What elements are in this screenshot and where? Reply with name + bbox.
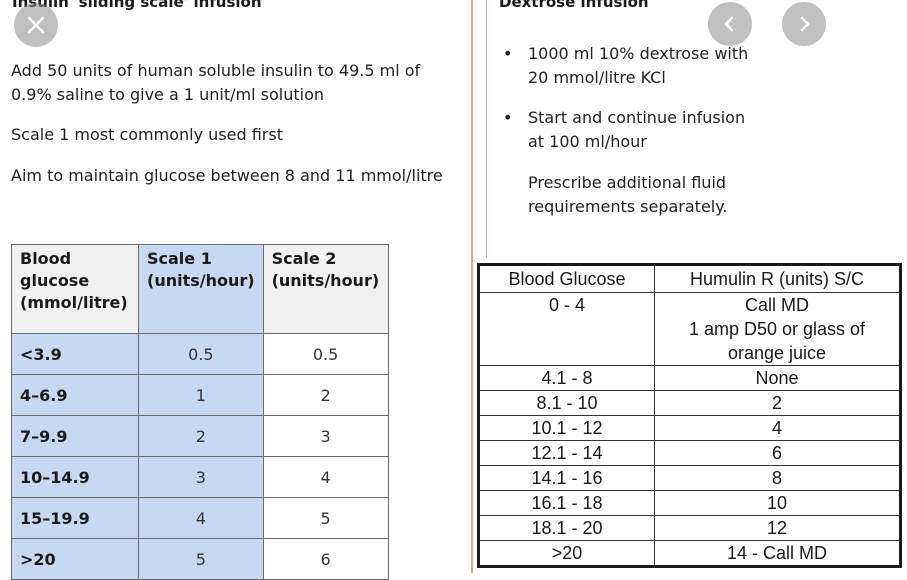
fluid-note-line-1: Prescribe additional fluid — [528, 173, 727, 192]
header-humulin: Humulin R (units) S/C — [654, 264, 901, 293]
table-row: <3.9 0.5 0.5 — [11, 333, 389, 375]
table-header-row: Blood glucose (mmol/litre) Scale 1 (unit… — [11, 244, 389, 334]
bullet-icon: • — [503, 108, 513, 127]
chevron-right-icon — [800, 16, 810, 32]
header-blood-glucose: Blood Glucose — [478, 264, 655, 293]
dextrose-bullet-line-1: 1000 ml 10% dextrose with — [528, 44, 749, 63]
table-row: 10–14.9 3 4 — [11, 456, 389, 498]
fluid-note-line-2: requirements separately. — [528, 197, 728, 216]
infusion-bullet-line-2: at 100 ml/hour — [528, 132, 647, 151]
table-row: >20 14 - Call MD — [478, 540, 901, 567]
previous-image-button[interactable] — [708, 2, 752, 46]
table-header-row: Blood Glucose Humulin R (units) S/C — [478, 264, 901, 293]
table-row: >20 5 6 — [11, 538, 389, 580]
glucose-target-note: Aim to maintain glucose between 8 and 11… — [11, 166, 443, 185]
right-section-title: Dextrose infusion — [499, 0, 649, 11]
chevron-left-icon — [724, 16, 734, 32]
table-row: 15–19.9 4 5 — [11, 497, 389, 539]
table-row: 18.1 - 20 12 — [478, 515, 901, 541]
sliding-scale-table: Blood glucose (mmol/litre) Scale 1 (unit… — [11, 244, 389, 580]
close-icon — [27, 16, 45, 34]
table-row: 4.1 - 8 None — [478, 365, 901, 391]
table-row: 12.1 - 14 6 — [478, 440, 901, 466]
close-button[interactable] — [14, 3, 58, 47]
dextrose-bullet-line-2: 20 mmol/litre KCl — [528, 68, 666, 87]
humulin-table: Blood Glucose Humulin R (units) S/C 0 - … — [477, 263, 902, 568]
column-divider-secondary — [486, 0, 487, 258]
left-section-title: Insulin 'sliding scale' infusion — [12, 0, 262, 11]
next-image-button[interactable] — [782, 2, 826, 46]
bullet-icon: • — [503, 44, 513, 63]
scale-note: Scale 1 most commonly used first — [11, 125, 283, 144]
header-scale-2: Scale 2 (units/hour) — [262, 244, 389, 334]
table-row: 16.1 - 18 10 — [478, 490, 901, 516]
header-scale-1: Scale 1 (units/hour) — [138, 244, 264, 334]
table-row: 10.1 - 12 4 — [478, 415, 901, 441]
instruction-line-2: 0.9% saline to give a 1 unit/ml solution — [11, 85, 325, 104]
column-divider — [471, 0, 473, 573]
table-row: 14.1 - 16 8 — [478, 465, 901, 491]
table-row: 0 - 4 Call MD 1 amp D50 or glass of oran… — [478, 292, 901, 366]
table-row: 4–6.9 1 2 — [11, 374, 389, 416]
infusion-bullet-line-1: Start and continue infusion — [528, 108, 746, 127]
table-row: 8.1 - 10 2 — [478, 390, 901, 416]
table-row: 7–9.9 2 3 — [11, 415, 389, 457]
header-blood-glucose: Blood glucose (mmol/litre) — [11, 244, 139, 334]
instruction-line-1: Add 50 units of human soluble insulin to… — [11, 61, 421, 80]
